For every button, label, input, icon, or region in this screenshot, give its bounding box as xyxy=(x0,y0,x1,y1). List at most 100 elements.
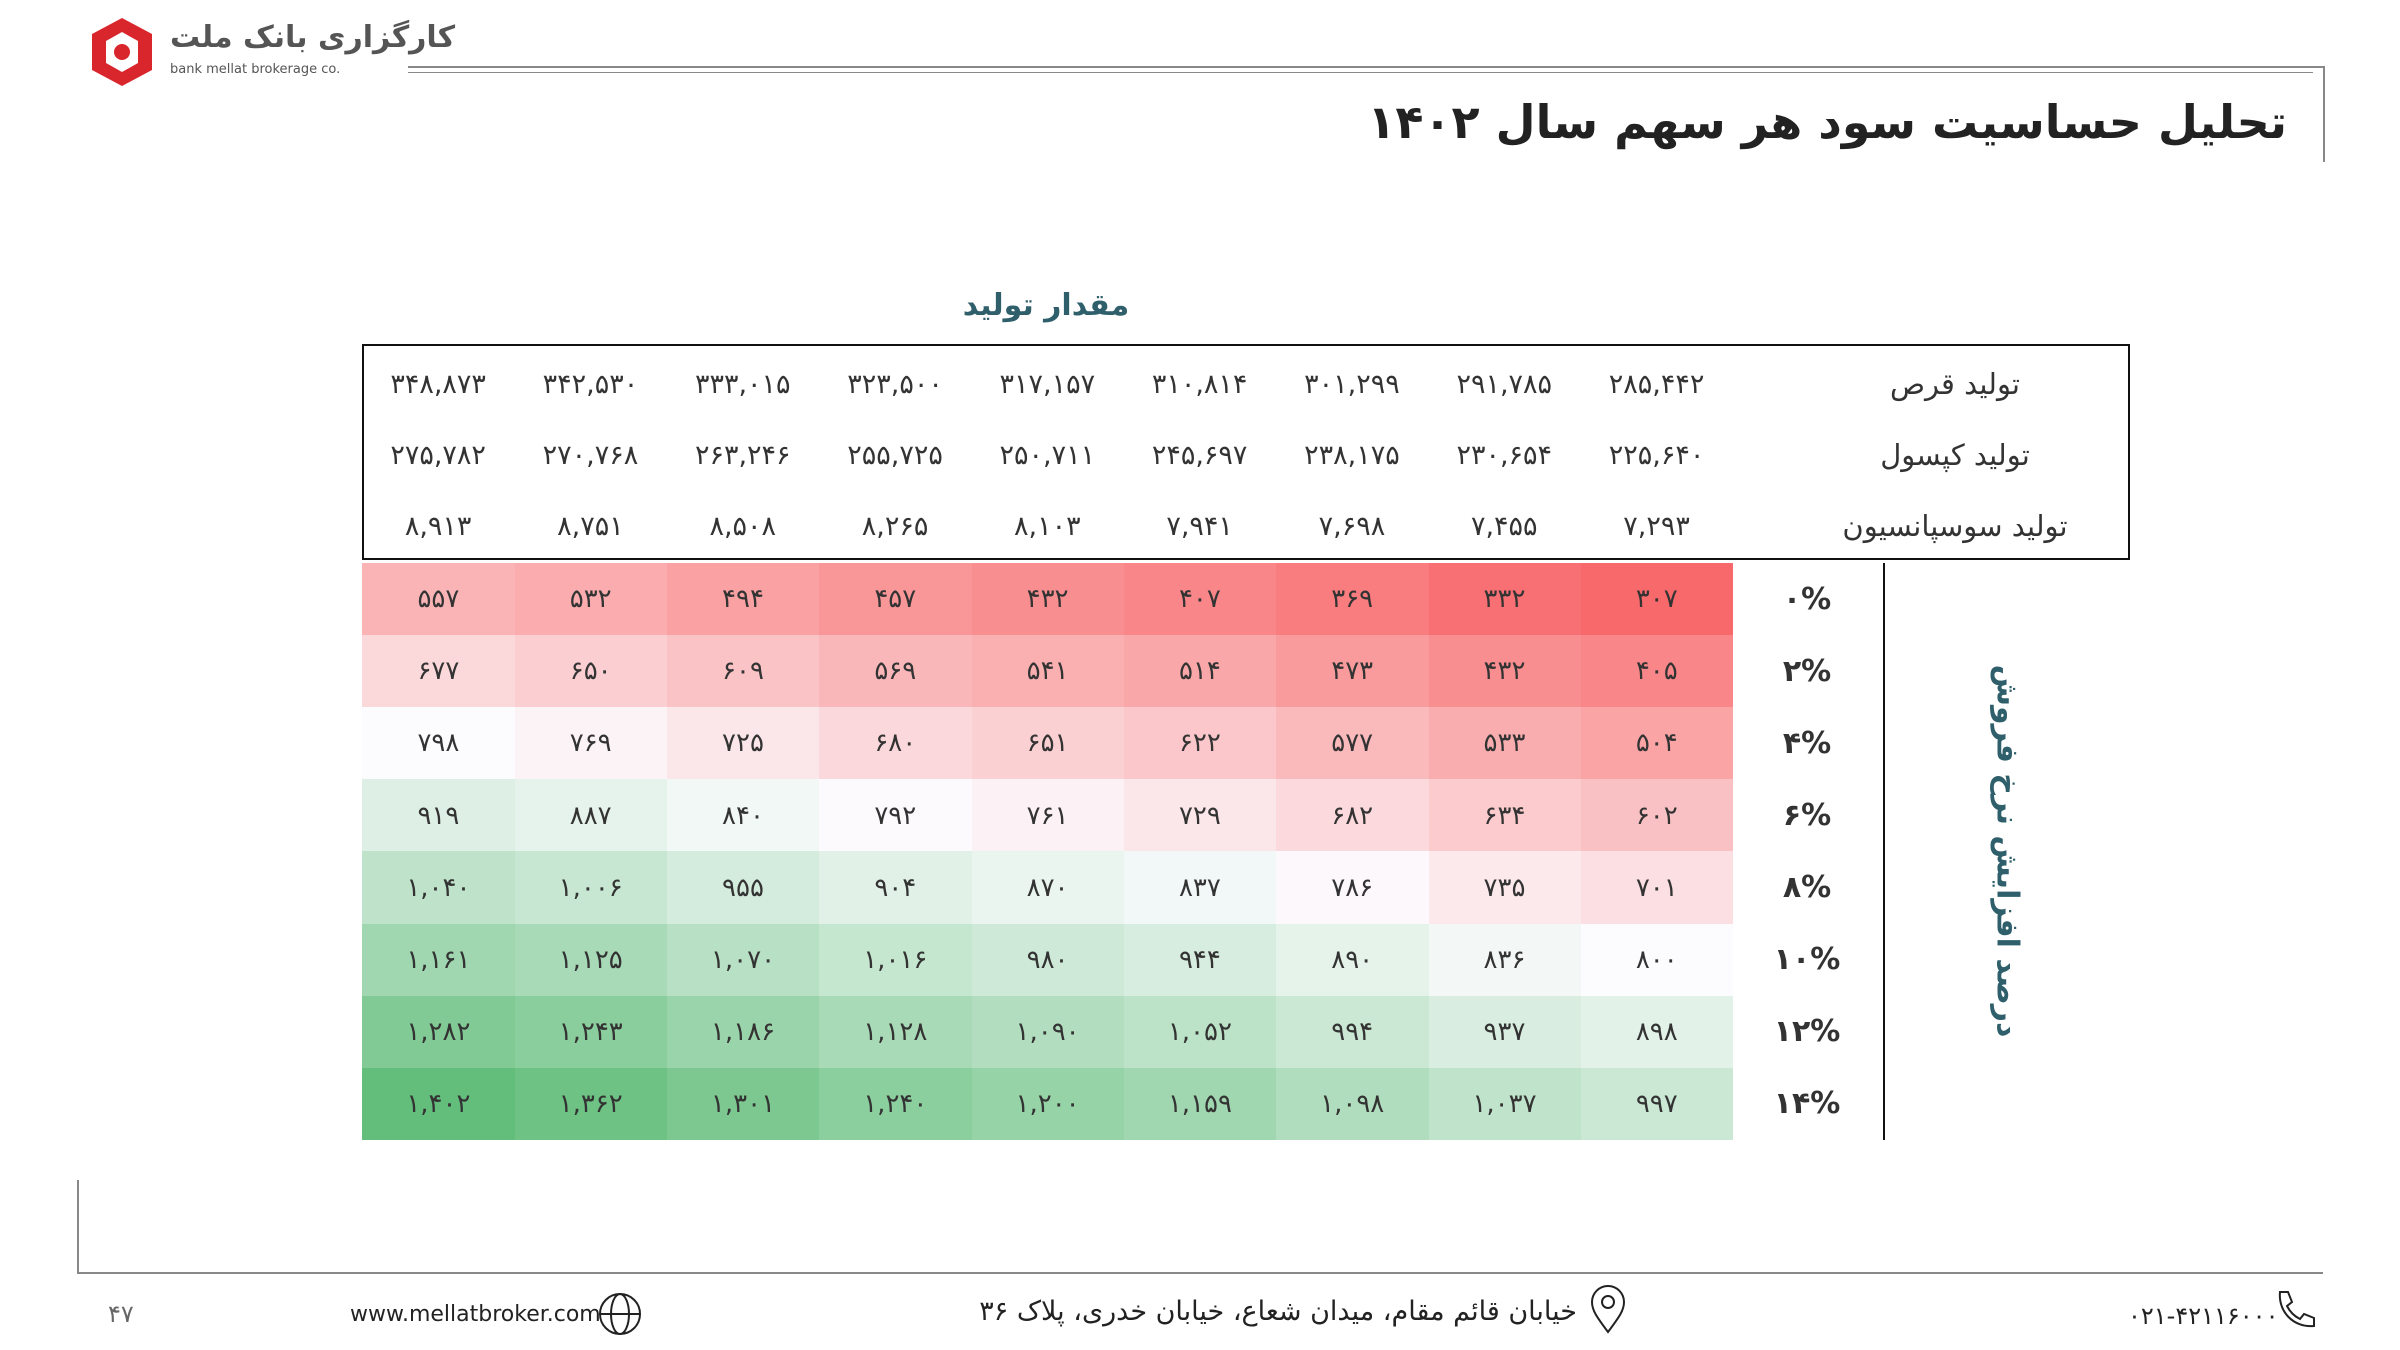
heatmap-cell: ۶۸۲ xyxy=(1275,779,1429,852)
heatmap-cell: ۹۴۴ xyxy=(1123,923,1277,997)
cell-value: ۲۷۵,۷۸۲ xyxy=(390,439,486,471)
cell-value: ۳۴۸,۸۷۳ xyxy=(390,368,486,400)
cell-value: ۷,۶۹۸ xyxy=(1318,510,1386,542)
cell-value: ۳۰۱,۲۹۹ xyxy=(1304,368,1400,400)
footer-rule xyxy=(77,1272,2323,1274)
heatmap-cell: ۱,۱۲۵ xyxy=(514,923,668,997)
header-rule xyxy=(408,66,2323,68)
cell-value: ۲۵۵,۷۲۵ xyxy=(847,439,943,471)
heatmap-cell: ۹۱۹ xyxy=(362,779,515,852)
heatmap-cell: ۱,۱۶۱ xyxy=(362,923,515,997)
heatmap-cell: ۴۵۷ xyxy=(818,563,972,636)
footer-rule xyxy=(77,1180,79,1274)
row-label: ۰% xyxy=(1782,581,1832,617)
heatmap-cell: ۴۳۲ xyxy=(1428,635,1581,708)
heatmap-cell: ۵۳۳ xyxy=(1428,707,1581,780)
cell-value: ۲۶۳,۲۴۶ xyxy=(694,439,791,471)
cell-value: ۲۴۵,۶۹۷ xyxy=(1151,439,1248,471)
heatmap-cell: ۸۷۰ xyxy=(971,851,1124,924)
heatmap-cell: ۱,۰۹۸ xyxy=(1275,1067,1429,1141)
row-label: ۴% xyxy=(1782,725,1832,761)
heatmap-cell: ۱,۲۴۳ xyxy=(514,995,668,1069)
heatmap-cell: ۵۷۷ xyxy=(1275,707,1429,780)
cell-value: ۳۳۳,۰۱۵ xyxy=(694,368,791,400)
production-table-border xyxy=(362,344,2130,560)
heatmap-cell: ۶۳۴ xyxy=(1428,779,1581,852)
logo-text: کارگزاری بانک ملت xyxy=(170,20,456,55)
cell-value: ۲۹۱,۷۸۵ xyxy=(1456,368,1553,400)
row-header: درصد افزایش نرخ فروش xyxy=(1989,664,2025,1038)
header-rule xyxy=(2323,66,2325,162)
heatmap-cell: ۱,۲۴۰ xyxy=(818,1067,972,1141)
cell-value: ۳۴۲,۵۳۰ xyxy=(542,368,639,400)
heatmap-cell: ۸۸۷ xyxy=(514,779,668,852)
heatmap-cell: ۹۵۵ xyxy=(666,851,820,924)
heatmap-cell: ۶۵۰ xyxy=(514,635,668,708)
website: www.mellatbroker.com xyxy=(350,1302,601,1327)
row-label: تولید کپسول xyxy=(1880,438,2030,472)
heatmap-cell: ۱,۲۸۲ xyxy=(362,995,515,1069)
heatmap-cell: ۵۳۲ xyxy=(514,563,668,636)
heatmap-cell: ۱,۰۹۰ xyxy=(971,995,1124,1069)
heatmap-cell: ۱,۳۰۱ xyxy=(666,1067,820,1141)
heatmap-cell: ۶۰۹ xyxy=(666,635,820,708)
heatmap-cell: ۵۵۷ xyxy=(362,563,515,636)
cell-value: ۷,۴۵۵ xyxy=(1470,510,1538,542)
cell-value: ۲۷۰,۷۶۸ xyxy=(542,439,639,471)
heatmap-cell: ۵۶۹ xyxy=(818,635,972,708)
heatmap-cell: ۸۰۰ xyxy=(1580,923,1734,997)
row-label: ۱۲% xyxy=(1773,1014,1841,1050)
heatmap-cell: ۸۳۶ xyxy=(1428,923,1581,997)
heatmap-cell: ۴۷۳ xyxy=(1275,635,1429,708)
heatmap-cell: ۱,۱۸۶ xyxy=(666,995,820,1069)
row-label: ۶% xyxy=(1782,797,1832,833)
column-header: مقدار تولید xyxy=(962,288,1130,323)
heatmap-cell: ۹۳۷ xyxy=(1428,995,1581,1069)
row-label: ۸% xyxy=(1782,869,1832,905)
row-label-rule xyxy=(1883,563,1885,1140)
cell-value: ۸,۱۰۳ xyxy=(1014,510,1081,542)
heatmap-cell: ۷۸۶ xyxy=(1275,851,1429,924)
heatmap-cell: ۳۶۹ xyxy=(1275,563,1429,636)
heatmap-cell: ۱,۲۰۰ xyxy=(971,1067,1124,1141)
heatmap-cell: ۴۰۷ xyxy=(1123,563,1277,636)
heatmap-cell: ۶۰۲ xyxy=(1580,779,1734,852)
cell-value: ۳۲۳,۵۰۰ xyxy=(847,368,943,400)
heatmap-cell: ۸۹۰ xyxy=(1275,923,1429,997)
heatmap-cell: ۱,۱۵۹ xyxy=(1123,1067,1277,1141)
heatmap-cell: ۷۲۹ xyxy=(1123,779,1277,852)
heatmap-cell: ۶۵۱ xyxy=(971,707,1124,780)
row-label: ۱۰% xyxy=(1773,942,1841,978)
cell-value: ۸,۷۵۱ xyxy=(557,510,624,542)
heatmap-cell: ۹۰۴ xyxy=(818,851,972,924)
heatmap-cell: ۱,۰۳۷ xyxy=(1428,1067,1581,1141)
address: خیابان قائم مقام، میدان شعاع، خیابان خدر… xyxy=(979,1296,1577,1327)
heatmap-cell: ۱,۰۰۶ xyxy=(514,851,668,924)
cell-value: ۲۳۰,۶۵۴ xyxy=(1456,439,1553,471)
row-label: تولید سوسپانسیون xyxy=(1842,509,2068,543)
heatmap-cell: ۳۰۷ xyxy=(1580,563,1734,636)
heatmap-cell: ۶۷۷ xyxy=(362,635,515,708)
heatmap-cell: ۴۳۲ xyxy=(971,563,1124,636)
cell-value: ۲۲۵,۶۴۰ xyxy=(1608,439,1705,471)
heatmap-cell: ۱,۰۷۰ xyxy=(666,923,820,997)
cell-value: ۸,۹۱۳ xyxy=(404,510,472,542)
heatmap-cell: ۸۳۷ xyxy=(1123,851,1277,924)
heatmap-cell: ۱,۳۶۲ xyxy=(514,1067,668,1141)
heatmap-cell: ۷۶۹ xyxy=(514,707,668,780)
cell-value: ۲۵۰,۷۱۱ xyxy=(999,439,1096,471)
heatmap-cell: ۱,۰۴۰ xyxy=(362,851,515,924)
globe-icon xyxy=(599,1293,641,1335)
heatmap-cell: ۷۰۱ xyxy=(1580,851,1734,924)
heatmap-cell: ۱,۴۰۲ xyxy=(362,1067,515,1141)
heatmap-cell: ۷۶۱ xyxy=(971,779,1124,852)
logo-subtext: bank mellat brokerage co. xyxy=(170,62,341,77)
heatmap-cell: ۹۹۷ xyxy=(1580,1067,1734,1141)
logo-icon xyxy=(92,18,152,86)
location-icon xyxy=(1590,1285,1626,1334)
heatmap-cell: ۵۱۴ xyxy=(1123,635,1277,708)
cell-value: ۷,۲۹۳ xyxy=(1623,510,1690,542)
cell-value: ۳۱۰,۸۱۴ xyxy=(1151,368,1248,400)
heatmap-cell: ۵۴۱ xyxy=(971,635,1124,708)
